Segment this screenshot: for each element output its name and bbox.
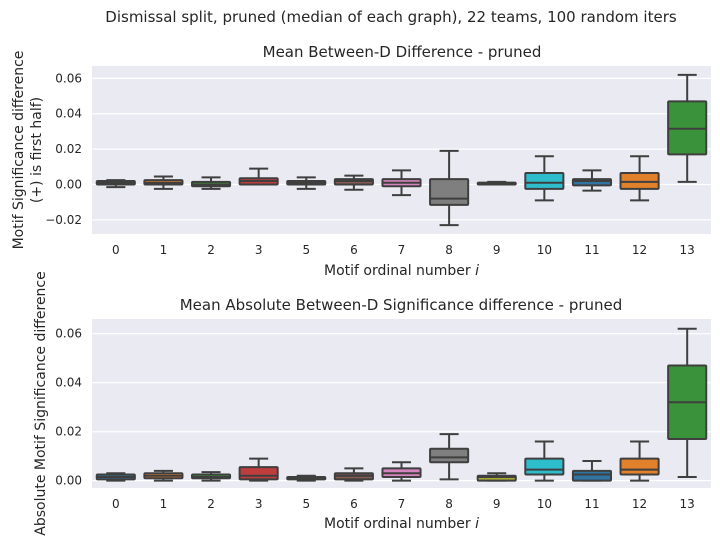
top-ytick-label: 0.04 [55,107,82,121]
bottom-xtick-label: 13 [680,497,695,511]
bottom-xtick-label: 3 [255,497,263,511]
bottom-xtick-label: 10 [537,497,552,511]
bottom-box-iqr [429,447,470,464]
top-xtick-label: 1 [160,243,168,257]
bottom-box-3 [238,457,279,482]
bottom-box-8 [429,433,470,481]
top-box-iqr [524,171,565,190]
top-chart: Mean Between-D Difference - pruned −0.02… [11,43,711,279]
top-box-6 [333,174,374,191]
bottom-xlabel: Motif ordinal number i [324,516,479,532]
top-box-12 [619,155,660,202]
top-xtick-label: 6 [350,243,358,257]
bottom-xtick-label: 2 [207,497,215,511]
bottom-box-iqr [524,457,565,476]
bottom-box-1 [143,469,184,482]
bottom-xtick-label: 12 [632,497,647,511]
top-box-iqr [429,178,470,206]
top-xtick-label: 10 [537,243,552,257]
bottom-xtick-label: 8 [445,497,453,511]
top-ylabel: Motif Significance difference [11,51,27,250]
top-ytick-label: 0.00 [55,177,82,191]
top-box-13 [667,73,708,183]
bottom-box-9 [476,472,517,482]
top-xtick-label: 7 [398,243,406,257]
top-xtick-label: 13 [680,243,695,257]
top-box-10 [524,155,565,202]
bottom-xtick-label: 6 [350,497,358,511]
bottom-chart-title: Mean Absolute Between-D Significance dif… [180,296,623,314]
bottom-box-13 [667,327,708,478]
top-plot-area [92,66,711,234]
top-box-3 [238,167,279,186]
bottom-box-7 [381,461,422,482]
bottom-box-6 [333,467,374,482]
bottom-box-iqr [571,469,613,482]
bottom-ytick-label: 0.02 [55,425,82,439]
bottom-box-2 [190,471,232,482]
top-box-9 [476,180,517,186]
top-ylabel: (+) is first half) [29,97,45,203]
figure-suptitle: Dismissal split, pruned (median of each … [105,8,677,26]
top-chart-title: Mean Between-D Difference - pruned [263,43,542,61]
top-box-1 [143,175,184,190]
bottom-ytick-label: 0.00 [55,474,82,488]
top-box-8 [429,149,470,227]
bottom-box-12 [619,440,660,482]
bottom-ytick-label: 0.04 [55,376,82,390]
bottom-chart: Mean Absolute Between-D Significance dif… [33,271,711,536]
bottom-ytick-label: 0.06 [55,327,82,341]
bottom-box-0 [95,472,136,482]
bottom-box-5 [286,474,327,482]
top-xlabel: Motif ordinal number i [324,263,479,279]
bottom-box-11 [571,460,613,482]
bottom-xtick-label: 7 [398,497,406,511]
bottom-ylabel: Absolute Motif Significance difference [33,271,49,535]
top-xtick-label: 0 [112,243,120,257]
top-xtick-label: 3 [255,243,263,257]
bottom-plot-area [92,319,711,488]
top-xtick-label: 9 [493,243,501,257]
top-box-5 [286,176,327,190]
bottom-xtick-label: 9 [493,497,501,511]
top-box-7 [381,169,422,197]
top-xtick-label: 5 [302,243,310,257]
top-ytick-label: 0.06 [55,71,82,85]
top-ytick-label: −0.02 [45,213,82,227]
top-xtick-label: 2 [207,243,215,257]
bottom-box-10 [524,440,565,482]
top-xtick-label: 8 [445,243,453,257]
top-xtick-label: 11 [584,243,599,257]
bottom-xtick-label: 11 [584,497,599,511]
top-box-2 [190,176,232,190]
bottom-box-iqr [238,466,279,481]
top-box-11 [571,169,613,192]
bottom-box-iqr [619,457,660,476]
bottom-xtick-label: 0 [112,497,120,511]
bottom-xtick-label: 1 [160,497,168,511]
top-box-0 [95,179,136,189]
top-ytick-label: 0.02 [55,142,82,156]
bottom-xtick-label: 5 [302,497,310,511]
top-xtick-label: 12 [632,243,647,257]
